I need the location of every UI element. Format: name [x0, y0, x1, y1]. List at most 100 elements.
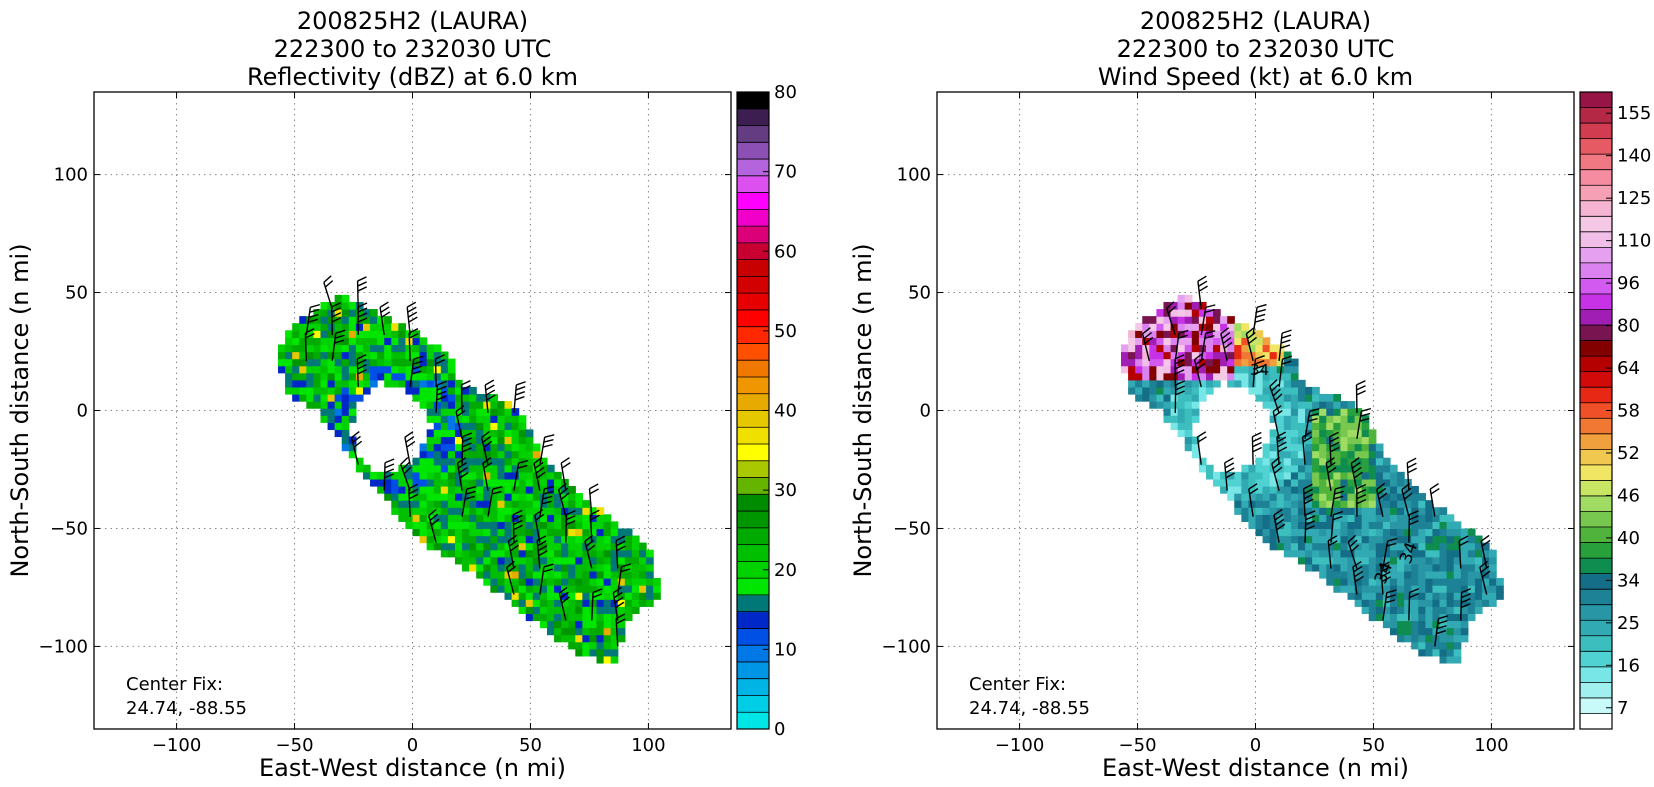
field-cell [554, 535, 562, 544]
field-cell [462, 514, 470, 522]
field-cell [1283, 408, 1292, 416]
field-cell [1184, 372, 1193, 381]
field-cell [1255, 493, 1264, 501]
wind-barb [1355, 380, 1366, 413]
field-cell [1467, 535, 1476, 544]
field-cell [313, 372, 322, 381]
wind-barb [1327, 535, 1338, 569]
field-cell [1177, 379, 1186, 388]
wind-barb [1408, 510, 1419, 543]
field-cell [1382, 514, 1391, 522]
field-cell [1333, 485, 1342, 494]
colorbar-tick-label: 60 [774, 241, 797, 262]
field-cell [1290, 471, 1299, 480]
field-cell [596, 507, 605, 515]
field-cell [554, 634, 562, 643]
field-cell [412, 351, 421, 360]
field-cell [419, 365, 428, 374]
colorbar-swatch [737, 645, 769, 663]
field-cell [1248, 344, 1257, 353]
field-cell [1340, 464, 1349, 473]
field-cell [440, 436, 449, 445]
field-cell [1340, 521, 1349, 530]
field-cell [490, 471, 499, 480]
field-cell [419, 372, 428, 381]
field-cell [554, 542, 562, 551]
field-cell [306, 372, 315, 381]
field-cell [554, 627, 562, 636]
field-cell [610, 535, 619, 544]
field-cell [440, 457, 449, 466]
field-cell [1411, 620, 1419, 629]
field-cell [419, 344, 428, 353]
field-cell [532, 556, 541, 565]
field-cell [1290, 379, 1299, 388]
field-cell [447, 429, 456, 438]
field-cell [476, 443, 484, 452]
field-cell [554, 620, 562, 629]
field-cell [1439, 521, 1448, 530]
field-cell [546, 549, 555, 558]
field-cell [1340, 401, 1349, 409]
field-cell [426, 344, 435, 353]
field-cell [589, 507, 598, 515]
field-cell [447, 436, 456, 445]
field-cell [391, 478, 399, 487]
field-cell [518, 542, 527, 551]
field-cell [1184, 401, 1193, 409]
field-cell [348, 358, 357, 367]
field-cell [1163, 316, 1172, 324]
wind-barb [1174, 329, 1189, 362]
field-cell [1191, 372, 1200, 381]
field-cell [412, 493, 421, 501]
field-cell [1375, 606, 1384, 614]
field-cell [1467, 542, 1476, 551]
field-cell [334, 386, 343, 395]
field-cell [518, 450, 527, 459]
field-cell [1135, 386, 1143, 395]
field-cell [1319, 478, 1327, 487]
colorbar-swatch [1580, 666, 1612, 683]
field-cell [490, 415, 499, 423]
field-cell [426, 365, 435, 374]
field-cell [1326, 422, 1334, 430]
field-cell [285, 337, 293, 346]
field-cell [631, 542, 640, 551]
field-cell [1241, 379, 1250, 388]
field-cell [405, 365, 414, 374]
field-cell [1361, 606, 1370, 614]
field-cell [504, 563, 513, 572]
field-cell [1333, 500, 1342, 508]
field-cell [1255, 478, 1264, 487]
field-cell [561, 556, 569, 565]
field-cell [1389, 500, 1398, 508]
field-cell [1191, 309, 1200, 317]
colorbar-swatch [1580, 371, 1612, 388]
field-cell [348, 443, 357, 452]
field-cell [1340, 471, 1349, 480]
field-cell [1425, 556, 1434, 565]
field-cell [539, 528, 548, 537]
field-cell [370, 323, 378, 331]
field-cell [1269, 450, 1278, 459]
field-cell [1220, 337, 1228, 346]
field-cell [377, 316, 385, 324]
field-cell [1333, 443, 1342, 452]
wind-barb [1141, 327, 1154, 362]
left-title-line-3: Reflectivity (dBZ) at 6.0 km [247, 63, 578, 91]
field-cell [433, 422, 442, 430]
field-cell [1156, 379, 1165, 388]
field-cell [476, 514, 484, 522]
field-cell [306, 386, 315, 395]
field-cell [532, 585, 541, 593]
field-cell [1312, 429, 1320, 438]
field-cell [440, 485, 449, 494]
field-cell [1297, 507, 1306, 515]
field-cell [1297, 379, 1306, 388]
field-cell [405, 372, 414, 381]
field-cell [469, 542, 477, 551]
colorbar-swatch [1580, 138, 1612, 155]
field-cell [391, 493, 399, 501]
field-cell [1382, 613, 1391, 622]
